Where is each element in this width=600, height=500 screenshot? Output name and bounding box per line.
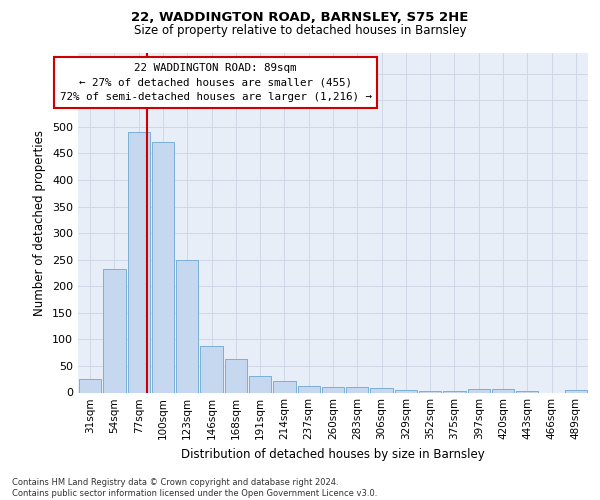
Bar	[79, 379, 101, 392]
Bar	[492, 389, 514, 392]
Bar	[565, 390, 587, 392]
Bar	[467, 389, 490, 392]
Bar	[200, 346, 223, 393]
Bar	[224, 359, 247, 392]
Bar	[298, 386, 320, 392]
Text: Size of property relative to detached houses in Barnsley: Size of property relative to detached ho…	[134, 24, 466, 37]
Bar	[395, 390, 417, 392]
Text: 22, WADDINGTON ROAD, BARNSLEY, S75 2HE: 22, WADDINGTON ROAD, BARNSLEY, S75 2HE	[131, 11, 469, 24]
Bar	[249, 376, 271, 392]
Text: 22 WADDINGTON ROAD: 89sqm  
← 27% of detached houses are smaller (455)
72% of se: 22 WADDINGTON ROAD: 89sqm ← 27% of detac…	[60, 62, 372, 102]
Bar	[346, 387, 368, 392]
Bar	[273, 381, 296, 392]
Bar	[152, 142, 174, 392]
Bar	[176, 260, 199, 392]
Bar	[370, 388, 393, 392]
Bar	[128, 132, 150, 392]
Y-axis label: Number of detached properties: Number of detached properties	[34, 130, 46, 316]
X-axis label: Distribution of detached houses by size in Barnsley: Distribution of detached houses by size …	[181, 448, 485, 461]
Bar	[103, 269, 125, 392]
Bar	[322, 386, 344, 392]
Text: Contains HM Land Registry data © Crown copyright and database right 2024.
Contai: Contains HM Land Registry data © Crown c…	[12, 478, 377, 498]
